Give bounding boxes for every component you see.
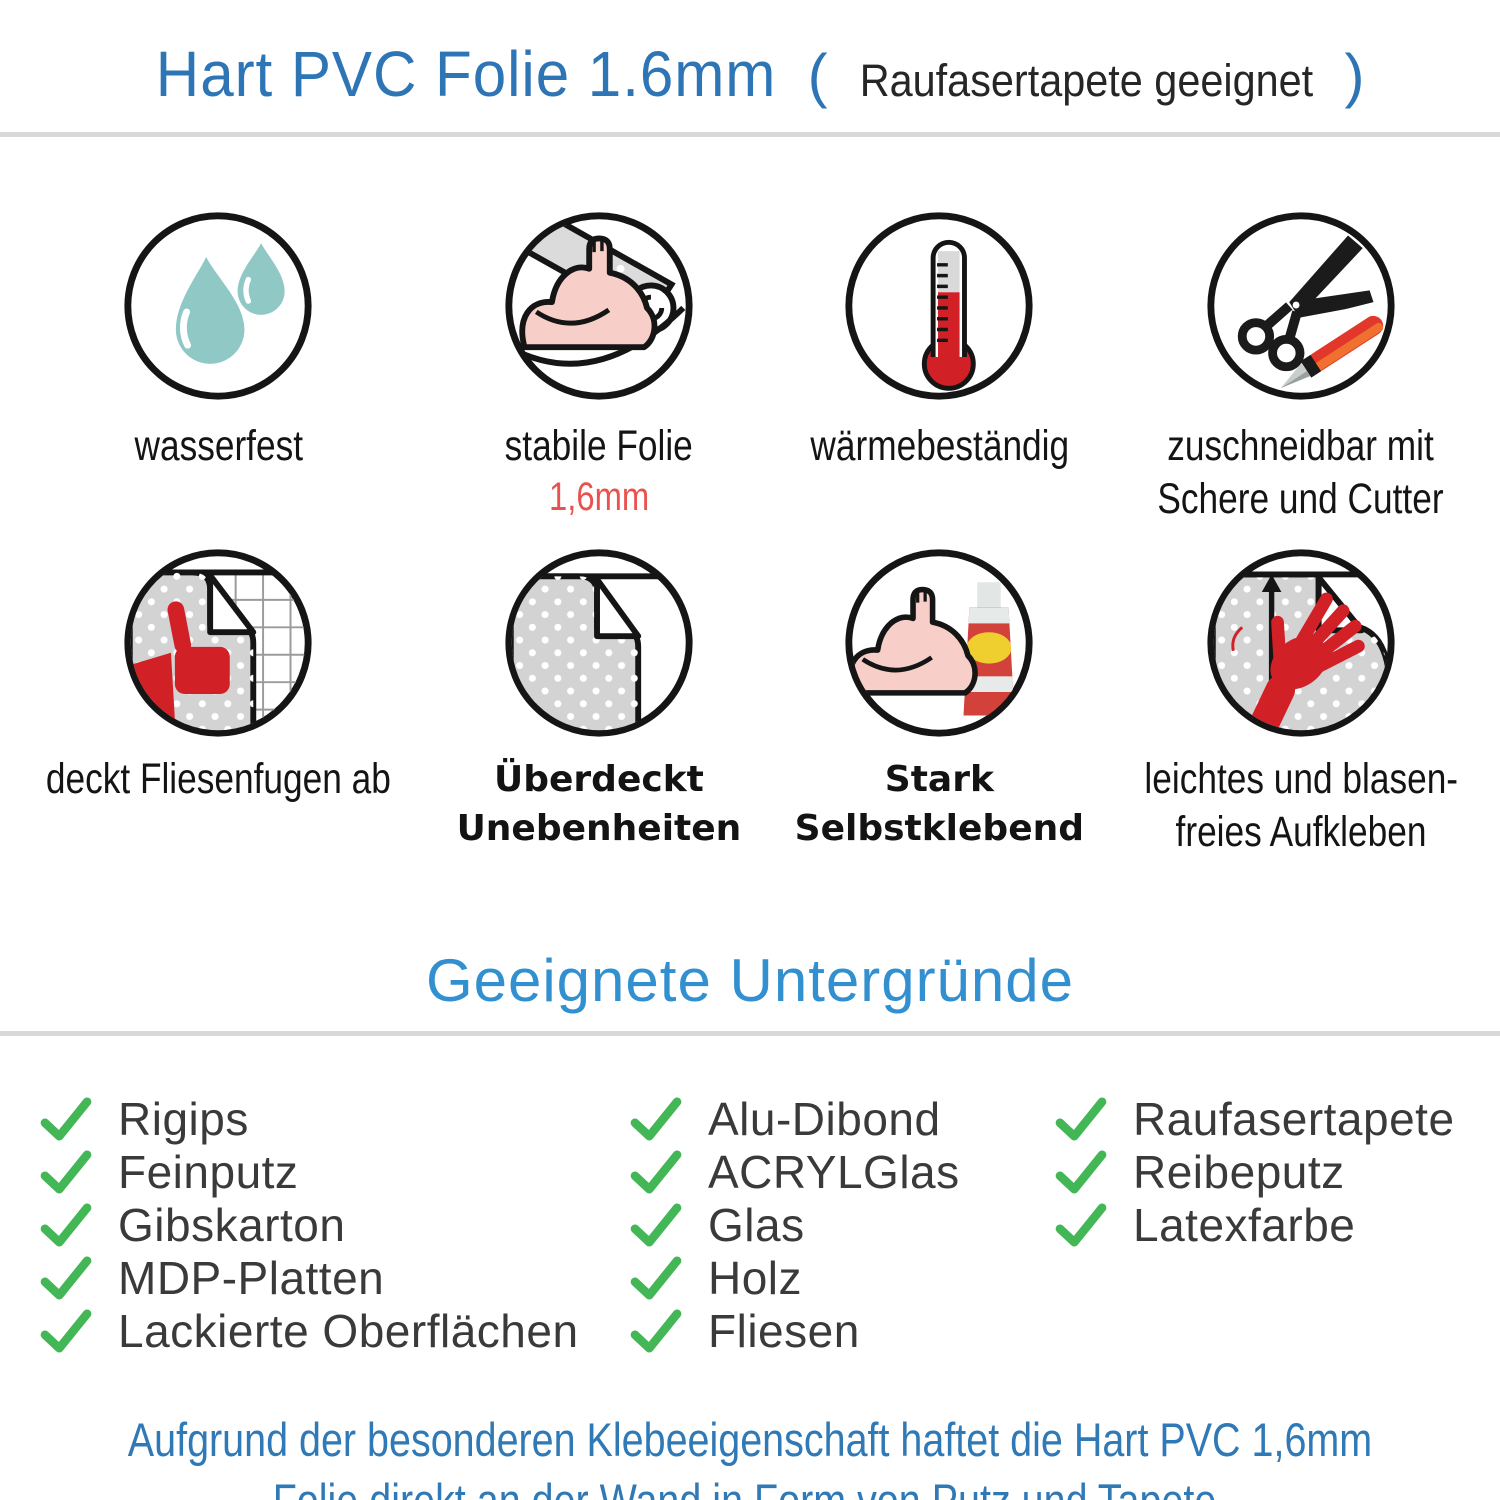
substrate-label: Latexfarbe	[1133, 1198, 1356, 1251]
list-item: Holz	[630, 1251, 1055, 1304]
substrate-label: Lackierte Oberflächen	[118, 1304, 579, 1357]
feature-ueberdeckt: Überdeckt Unebenheiten	[429, 545, 769, 856]
substrate-label: Raufasertapete	[1133, 1092, 1455, 1145]
check-icon	[40, 1256, 92, 1300]
feature-wasserfest: wasserfest	[8, 137, 429, 545]
substrates-column-1: Rigips Feinputz Gibskarton MDP-Platten L…	[40, 1092, 630, 1357]
page-title: Hart PVC Folie 1.6mm ( Raufasertapete ge…	[136, 37, 1365, 111]
feature-aufkleben: leichtes und blasen- freies Aufkleben	[1110, 545, 1492, 856]
list-item: Fliesen	[630, 1304, 1055, 1357]
feature-label: deckt Fliesenfugen ab	[45, 755, 391, 803]
feature-label: zuschneidbar mit	[1167, 422, 1435, 470]
thermometer-icon	[845, 212, 1033, 400]
feature-waermebestaendig: wärmebeständig	[769, 137, 1109, 545]
substrate-label: Reibeputz	[1133, 1145, 1345, 1198]
list-item: Glas	[630, 1198, 1055, 1251]
list-item: Feinputz	[40, 1145, 630, 1198]
scissors-cutter-icon	[1207, 212, 1395, 400]
list-item: Alu-Dibond	[630, 1092, 1055, 1145]
substrate-label: Glas	[708, 1198, 805, 1251]
feature-label: stabile Folie	[504, 422, 694, 470]
feature-label: Überdeckt	[494, 759, 704, 800]
list-item: Latexfarbe	[1055, 1198, 1500, 1251]
features-grid: wasserfest stabile Folie 1,6mm	[0, 137, 1500, 856]
muscle-foil-icon	[505, 212, 693, 400]
check-icon	[630, 1309, 682, 1353]
list-item: Rigips	[40, 1092, 630, 1145]
feature-selbstklebend: Stark Selbstklebend	[769, 545, 1109, 856]
divider-top	[0, 132, 1500, 137]
substrate-label: Gibskarton	[118, 1198, 346, 1251]
check-icon	[1055, 1097, 1107, 1141]
feature-label: wasserfest	[134, 422, 303, 470]
footer-note: Aufgrund der besonderen Klebeeigenschaft…	[0, 1409, 1500, 1500]
check-icon	[630, 1097, 682, 1141]
check-icon	[630, 1256, 682, 1300]
check-icon	[630, 1150, 682, 1194]
feature-sublabel-thickness: 1,6mm	[548, 474, 650, 519]
title-paren-close: )	[1344, 42, 1365, 109]
feature-label: wärmebeständig	[809, 422, 1069, 470]
thumb-tiles-icon	[124, 549, 312, 737]
feature-label-line2: Selbstklebend	[794, 807, 1085, 849]
header: Hart PVC Folie 1.6mm ( Raufasertapete ge…	[0, 0, 1500, 132]
substrates-list: Rigips Feinputz Gibskarton MDP-Platten L…	[0, 1036, 1500, 1357]
water-drops-icon	[124, 212, 312, 400]
footer-line-2: Folie direkt an der Wand in Form von Put…	[120, 1470, 1380, 1500]
list-item: MDP-Platten	[40, 1251, 630, 1304]
section-title: Geeignete Untergründe	[425, 947, 1075, 1015]
feature-label-line2: Schere und Cutter	[1157, 474, 1444, 523]
feature-fliesenfugen: deckt Fliesenfugen ab	[8, 545, 429, 856]
title-subtitle: Raufasertapete geeignet	[859, 55, 1313, 106]
hand-press-icon	[1207, 549, 1395, 737]
feature-label: Stark	[884, 759, 994, 800]
feature-stabile-folie: stabile Folie 1,6mm	[429, 137, 769, 545]
check-icon	[1055, 1150, 1107, 1194]
check-icon	[40, 1203, 92, 1247]
substrate-label: Alu-Dibond	[708, 1092, 941, 1145]
list-item: ACRYLGlas	[630, 1145, 1055, 1198]
feature-label: leichtes und blasen-	[1143, 755, 1458, 803]
foil-fold-icon	[505, 549, 693, 737]
title-text: Hart PVC Folie 1.6mm	[155, 38, 776, 110]
substrate-label: MDP-Platten	[118, 1251, 385, 1304]
title-paren-open: (	[807, 42, 828, 109]
list-item: Reibeputz	[1055, 1145, 1500, 1198]
feature-label-line2: freies Aufkleben	[1175, 807, 1427, 856]
substrate-label: ACRYLGlas	[708, 1145, 960, 1198]
check-icon	[1055, 1203, 1107, 1247]
muscle-glue-icon	[845, 549, 1033, 737]
substrates-column-3: Raufasertapete Reibeputz Latexfarbe	[1055, 1092, 1500, 1357]
list-item: Lackierte Oberflächen	[40, 1304, 630, 1357]
substrate-label: Fliesen	[708, 1304, 860, 1357]
check-icon	[40, 1309, 92, 1353]
check-icon	[40, 1097, 92, 1141]
divider-middle	[0, 1031, 1500, 1037]
list-item: Gibskarton	[40, 1198, 630, 1251]
substrate-label: Feinputz	[118, 1145, 299, 1198]
check-icon	[40, 1150, 92, 1194]
list-item: Raufasertapete	[1055, 1092, 1500, 1145]
substrate-label: Rigips	[118, 1092, 249, 1145]
check-icon	[630, 1203, 682, 1247]
footer-line-1: Aufgrund der besonderen Klebeeigenschaft…	[127, 1413, 1373, 1467]
substrates-column-2: Alu-Dibond ACRYLGlas Glas Holz Fliesen	[630, 1092, 1055, 1357]
substrate-label: Holz	[708, 1251, 803, 1304]
feature-zuschneidbar: zuschneidbar mit Schere und Cutter	[1110, 137, 1492, 545]
feature-label-line2: Unebenheiten	[456, 807, 742, 849]
